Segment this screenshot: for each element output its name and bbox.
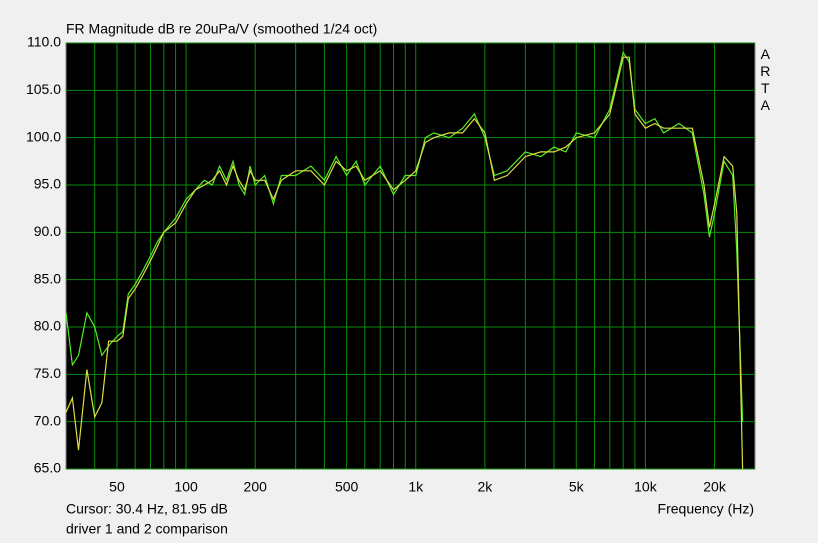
- plot-area: [65, 42, 756, 470]
- x-tick-label: 5k: [569, 479, 585, 495]
- y-tick-label: 110.0: [27, 34, 61, 50]
- series-line: [65, 56, 744, 470]
- cursor-readout: Cursor: 30.4 Hz, 81.95 dB: [66, 501, 228, 517]
- y-tick-label: 65.0: [34, 460, 61, 476]
- y-tick-label: 85.0: [34, 270, 61, 286]
- x-axis-label: Frequency (Hz): [658, 501, 754, 517]
- y-tick-label: 95.0: [34, 176, 61, 192]
- series-line: [65, 50, 744, 422]
- brand: ARTA: [757, 46, 773, 114]
- y-tick-label: 70.0: [34, 412, 61, 428]
- chart-title: FR Magnitude dB re 20uPa/V (smoothed 1/2…: [66, 21, 377, 37]
- caption: driver 1 and 2 comparison: [66, 521, 228, 537]
- y-tick-label: 75.0: [34, 365, 61, 381]
- x-tick-label: 50: [109, 479, 125, 495]
- x-tick-label: 10k: [634, 479, 658, 495]
- x-tick-label: 20k: [703, 479, 727, 495]
- x-tick-label: 500: [335, 479, 359, 495]
- x-tick-label: 1k: [408, 479, 424, 495]
- y-tick-label: 90.0: [34, 223, 61, 239]
- x-tick-label: 200: [244, 479, 268, 495]
- y-tick-label: 100.0: [26, 128, 61, 144]
- y-tick-label: 105.0: [26, 81, 61, 97]
- y-tick-label: 80.0: [34, 318, 61, 334]
- x-tick-label: 100: [174, 479, 198, 495]
- x-tick-label: 2k: [477, 479, 493, 495]
